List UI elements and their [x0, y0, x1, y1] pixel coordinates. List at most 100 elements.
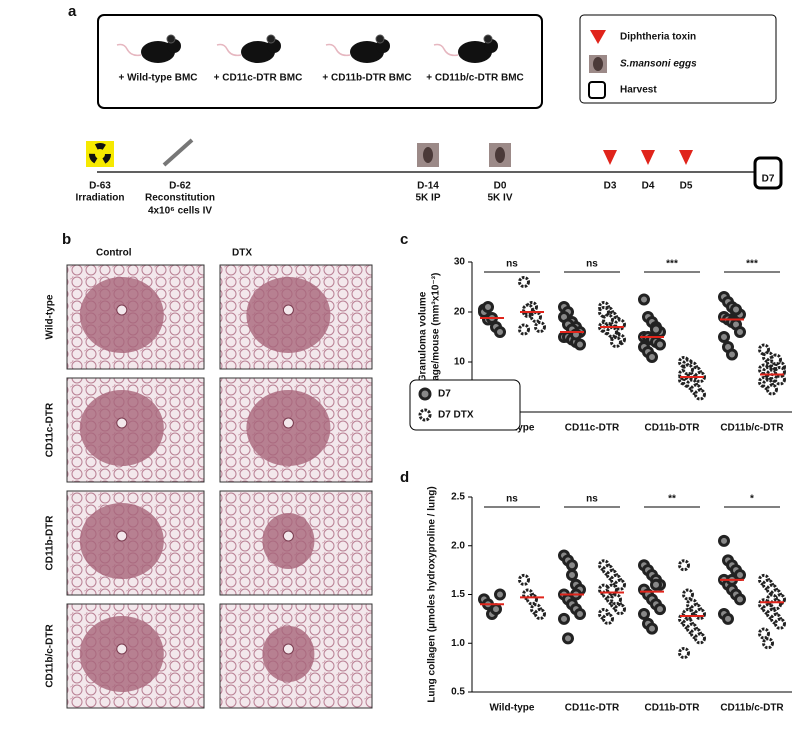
egg-shape	[495, 147, 505, 163]
mouse-icon	[458, 41, 492, 63]
timeline-label: Irradiation	[76, 193, 125, 204]
mouse-tail	[116, 43, 142, 57]
y-tick-label: 2.5	[451, 492, 465, 503]
point	[574, 338, 586, 351]
point-dtx	[682, 588, 694, 601]
mouse-icon	[141, 41, 175, 63]
point	[718, 534, 730, 547]
row-label: CD11c-DTR	[45, 402, 56, 457]
panel-label: a	[68, 3, 77, 20]
timeline-day: D-14	[417, 181, 439, 192]
radiation-core	[89, 143, 111, 165]
significance-label: *	[750, 494, 754, 505]
point	[638, 293, 650, 306]
toxin-marker	[641, 150, 655, 165]
legend-marker	[418, 387, 432, 401]
point-dtx	[774, 617, 786, 630]
y-tick-label: 10	[454, 357, 466, 368]
legend-marker	[418, 408, 432, 422]
y-tick-label: 1.0	[451, 638, 465, 649]
egg-shape	[423, 147, 433, 163]
point-dtx	[762, 637, 774, 650]
mouse-ear	[483, 34, 493, 44]
point	[734, 326, 746, 338]
significance-label: ***	[746, 259, 758, 270]
mouse-label: + Wild-type BMC	[118, 73, 197, 84]
point-dtx	[602, 612, 614, 625]
point	[650, 323, 662, 336]
point-dtx	[602, 313, 614, 326]
point	[566, 569, 578, 581]
syringe-icon	[162, 138, 194, 167]
mouse-ear	[375, 34, 385, 44]
mice-box	[97, 14, 543, 109]
point-dtx	[526, 593, 538, 606]
significance-label: ns	[506, 494, 518, 505]
vessel	[282, 530, 294, 542]
point-dtx	[610, 593, 622, 606]
egg-shape	[593, 57, 603, 71]
mouse-ear	[166, 34, 176, 44]
x-tick-label: Wild-type	[490, 703, 535, 714]
point-dtx	[682, 608, 694, 620]
timeline-day: D7	[762, 174, 775, 185]
y-tick-label: 30	[454, 257, 466, 268]
vessel	[116, 304, 128, 316]
significance-label: ns	[506, 259, 518, 270]
timeline-label: 5K IP	[415, 193, 440, 204]
y-tick-label: 1.5	[451, 589, 465, 600]
legend-box	[409, 379, 521, 431]
point	[654, 338, 666, 351]
legend-label: S.mansoni eggs	[620, 59, 697, 70]
legend-label: D7	[438, 389, 451, 400]
point	[638, 608, 650, 620]
point	[646, 351, 658, 363]
point	[718, 331, 730, 343]
row-label: Wild-type	[45, 294, 56, 339]
point	[562, 632, 574, 645]
toxin-marker	[603, 150, 617, 165]
point-dtx	[534, 321, 546, 333]
row-label: CD11b/c-DTR	[45, 624, 56, 688]
mouse-label: + CD11b/c-DTR BMC	[426, 73, 524, 84]
y-tick-label: 2.0	[451, 540, 465, 551]
mouse-tail	[325, 43, 351, 57]
legend-label: Harvest	[620, 85, 657, 96]
point-dtx	[694, 632, 706, 645]
point-dtx	[614, 603, 626, 616]
point	[482, 301, 494, 313]
vessel	[116, 530, 128, 542]
point	[490, 603, 502, 616]
y-axis-label: Granuloma volume	[418, 291, 429, 382]
significance-label: ns	[586, 259, 598, 270]
panel-label: c	[400, 231, 408, 248]
point	[574, 608, 586, 620]
vessel	[282, 643, 294, 655]
mouse-icon	[350, 41, 384, 63]
x-tick-label: CD11b-DTR	[644, 703, 700, 714]
point-dtx	[518, 276, 530, 288]
point-dtx	[530, 311, 542, 323]
point	[734, 593, 746, 606]
harvest-box	[753, 156, 783, 190]
y-tick-label: 20	[454, 307, 466, 318]
point	[494, 326, 506, 338]
point	[646, 622, 658, 635]
point	[726, 348, 738, 361]
x-tick-label: CD11b-DTR	[644, 423, 700, 434]
point-dtx	[518, 573, 530, 586]
vessel	[282, 304, 294, 316]
vessel	[116, 643, 128, 655]
x-tick-label: CD11b/c-DTR	[720, 423, 784, 434]
point-dtx	[770, 353, 782, 366]
significance-label: **	[668, 494, 676, 505]
point-dtx	[758, 627, 770, 640]
timeline-day: D-62	[169, 181, 191, 192]
timeline-day: D4	[642, 181, 655, 192]
point	[730, 303, 742, 316]
legend-box	[579, 14, 777, 104]
y-axis-label: average/mouse (mm³x10⁻³)	[431, 273, 442, 402]
significance-label: ***	[666, 259, 678, 270]
column-label: Control	[96, 248, 132, 259]
point-dtx	[678, 559, 690, 572]
